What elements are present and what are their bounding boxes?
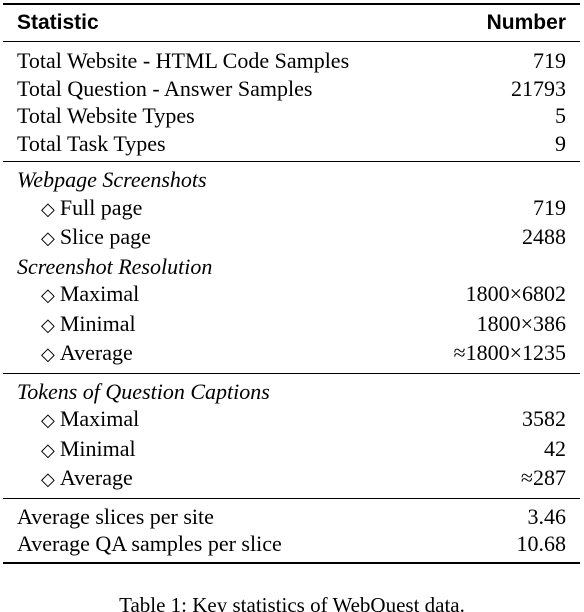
diamond-icon: ◇ xyxy=(41,228,55,248)
header-statistic: Statistic xyxy=(17,11,99,34)
row-value: 9 xyxy=(555,130,566,156)
row-label: ◇ Maximal xyxy=(17,280,139,310)
group-rule xyxy=(3,497,580,499)
row-label: Total Website Types xyxy=(17,103,195,128)
row-label-text: Full page xyxy=(59,194,143,220)
header-rule xyxy=(3,41,580,42)
row-label: ◇ Full page xyxy=(17,194,142,224)
row-value: 3582 xyxy=(522,406,566,431)
section-title-tokens: Tokens of Question Captions xyxy=(3,378,580,406)
section-title-webpage-screenshots: Webpage Screenshots xyxy=(3,166,580,194)
row-label: ◇ Average xyxy=(17,464,133,494)
row-label: ◇ Average xyxy=(17,339,133,369)
row-label-text: Maximal xyxy=(59,406,140,431)
group-rule xyxy=(3,372,580,374)
row-value: 5 xyxy=(555,103,566,128)
group-rule xyxy=(3,161,580,162)
row-label-text: Minimal xyxy=(59,435,136,461)
section-title: Webpage Screenshots xyxy=(17,167,207,192)
row-label: ◇ Maximal xyxy=(17,405,139,435)
bottom-rule xyxy=(3,561,580,564)
row-label: Average QA samples per slice xyxy=(17,531,282,556)
table-header-row: Statistic Number xyxy=(3,5,580,41)
section-title-screenshot-resolution: Screenshot Resolution xyxy=(3,253,580,281)
table-row: ◇ Minimal 1800×386 xyxy=(3,310,580,340)
row-label: Average slices per site xyxy=(17,503,214,529)
row-value: 10.68 xyxy=(516,531,567,556)
diamond-icon: ◇ xyxy=(41,344,55,364)
table-row: ◇ Minimal 42 xyxy=(3,435,580,465)
averages-group: Average slices per site 3.46 Average QA … xyxy=(3,499,580,562)
row-value: 719 xyxy=(533,48,566,73)
tokens-group: Tokens of Question Captions ◇ Maximal 358… xyxy=(3,374,580,498)
row-label: ◇ Slice page xyxy=(17,223,151,253)
row-value: 1800×6802 xyxy=(465,281,566,306)
screenshots-group: Webpage Screenshots ◇ Full page 719 ◇ Slic… xyxy=(3,162,580,373)
table-row: Total Website Types 5 xyxy=(3,102,580,130)
table-row: Average slices per site 3.46 xyxy=(3,503,580,531)
table-row: ◇ Full page 719 xyxy=(3,194,580,224)
row-value: 3.46 xyxy=(527,503,567,529)
row-value: ≈287 xyxy=(520,465,566,490)
row-label-text: Minimal xyxy=(59,310,136,336)
table-row: ◇ Maximal 1800×6802 xyxy=(3,280,580,310)
row-label: Total Task Types xyxy=(17,130,166,156)
row-label: ◇ Minimal xyxy=(17,435,136,465)
table-caption: Table 1: Key statistics of WebQuest data… xyxy=(119,593,465,612)
row-label-text: Slice page xyxy=(59,224,151,249)
row-label-text: Average xyxy=(59,340,133,365)
row-value: 21793 xyxy=(511,75,566,101)
table-row: ◇ Average ≈287 xyxy=(3,464,580,494)
row-value: 2488 xyxy=(522,224,566,249)
table-row: Average QA samples per slice 10.68 xyxy=(3,530,580,558)
section-title: Tokens of Question Captions xyxy=(17,378,270,404)
table-row: ◇ Average ≈1800×1235 xyxy=(3,339,580,369)
totals-group: Total Website - HTML Code Samples 719 To… xyxy=(3,42,580,161)
row-label-text: Maximal xyxy=(59,281,140,306)
row-label: Total Question - Answer Samples xyxy=(17,75,313,101)
table-row: ◇ Maximal 3582 xyxy=(3,405,580,435)
row-label: ◇ Minimal xyxy=(17,310,136,340)
header-number: Number xyxy=(486,11,566,34)
row-value: 719 xyxy=(533,194,566,220)
diamond-icon: ◇ xyxy=(41,285,55,305)
row-label: Total Website - HTML Code Samples xyxy=(17,48,350,73)
section-title: Screenshot Resolution xyxy=(17,253,213,279)
diamond-icon: ◇ xyxy=(41,439,55,460)
table-row: Total Website - HTML Code Samples 719 xyxy=(3,47,580,75)
diamond-icon: ◇ xyxy=(41,410,55,430)
diamond-icon: ◇ xyxy=(41,469,55,489)
top-rule xyxy=(3,3,580,5)
table-row: ◇ Slice page 2488 xyxy=(3,223,580,253)
row-value: 42 xyxy=(544,435,566,461)
table-row: Total Question - Answer Samples 21793 xyxy=(3,75,580,103)
row-label-text: Average xyxy=(59,465,133,490)
diamond-icon: ◇ xyxy=(41,198,55,219)
diamond-icon: ◇ xyxy=(41,314,55,335)
row-value: ≈1800×1235 xyxy=(453,340,566,365)
row-value: 1800×386 xyxy=(476,310,566,336)
statistics-table: Statistic Number Total Website - HTML Co… xyxy=(3,3,580,564)
table-row: Total Task Types 9 xyxy=(3,130,580,158)
